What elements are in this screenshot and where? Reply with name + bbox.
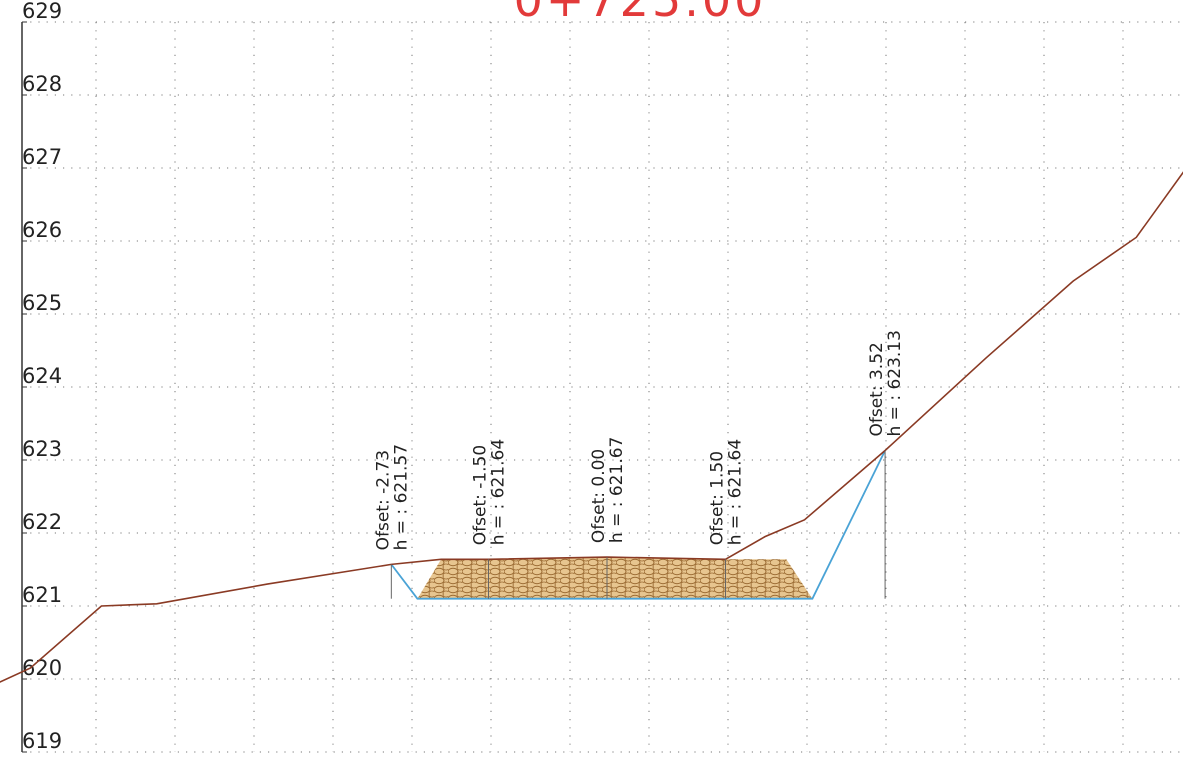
y-tick-label: 623 <box>22 437 62 461</box>
pavement-fill <box>417 557 813 599</box>
y-tick-label: 626 <box>22 218 62 242</box>
offset-annotations: Ofset: -2.73h = : 621.57 Ofset: -1.50h = … <box>373 330 905 550</box>
ground-profile-line <box>0 171 1183 683</box>
y-tick-label: 628 <box>22 72 62 96</box>
elevation-label: h = : 623.13 <box>885 330 905 436</box>
y-tick-label: 625 <box>22 291 62 315</box>
y-tick-label: 620 <box>22 656 62 680</box>
y-tick-label: 627 <box>22 145 62 169</box>
offset-label: Ofset: 1.50 <box>708 451 728 545</box>
elevation-label: h = : 621.64 <box>489 439 509 545</box>
elevation-label: h = : 621.57 <box>391 444 411 550</box>
grid-lines <box>22 21 1183 753</box>
elevation-label: h = : 621.67 <box>607 437 627 543</box>
offset-label: Ofset: -2.73 <box>373 450 393 550</box>
elevation-label: h = : 621.64 <box>726 439 746 545</box>
offset-markers <box>390 450 886 599</box>
y-tick-label: 621 <box>22 583 62 607</box>
design-outline <box>390 450 886 600</box>
offset-label: Ofset: 3.52 <box>867 342 887 436</box>
y-tick-label: 629 <box>22 0 62 23</box>
y-tick-label: 619 <box>22 729 62 753</box>
offset-label: Ofset: -1.50 <box>471 445 491 545</box>
y-tick-label: 622 <box>22 510 62 534</box>
offset-label: Ofset: 0.00 <box>589 449 609 543</box>
y-axis-ticks: 619 620 621 622 623 624 625 626 627 628 629 <box>22 0 62 753</box>
y-tick-label: 624 <box>22 364 62 388</box>
